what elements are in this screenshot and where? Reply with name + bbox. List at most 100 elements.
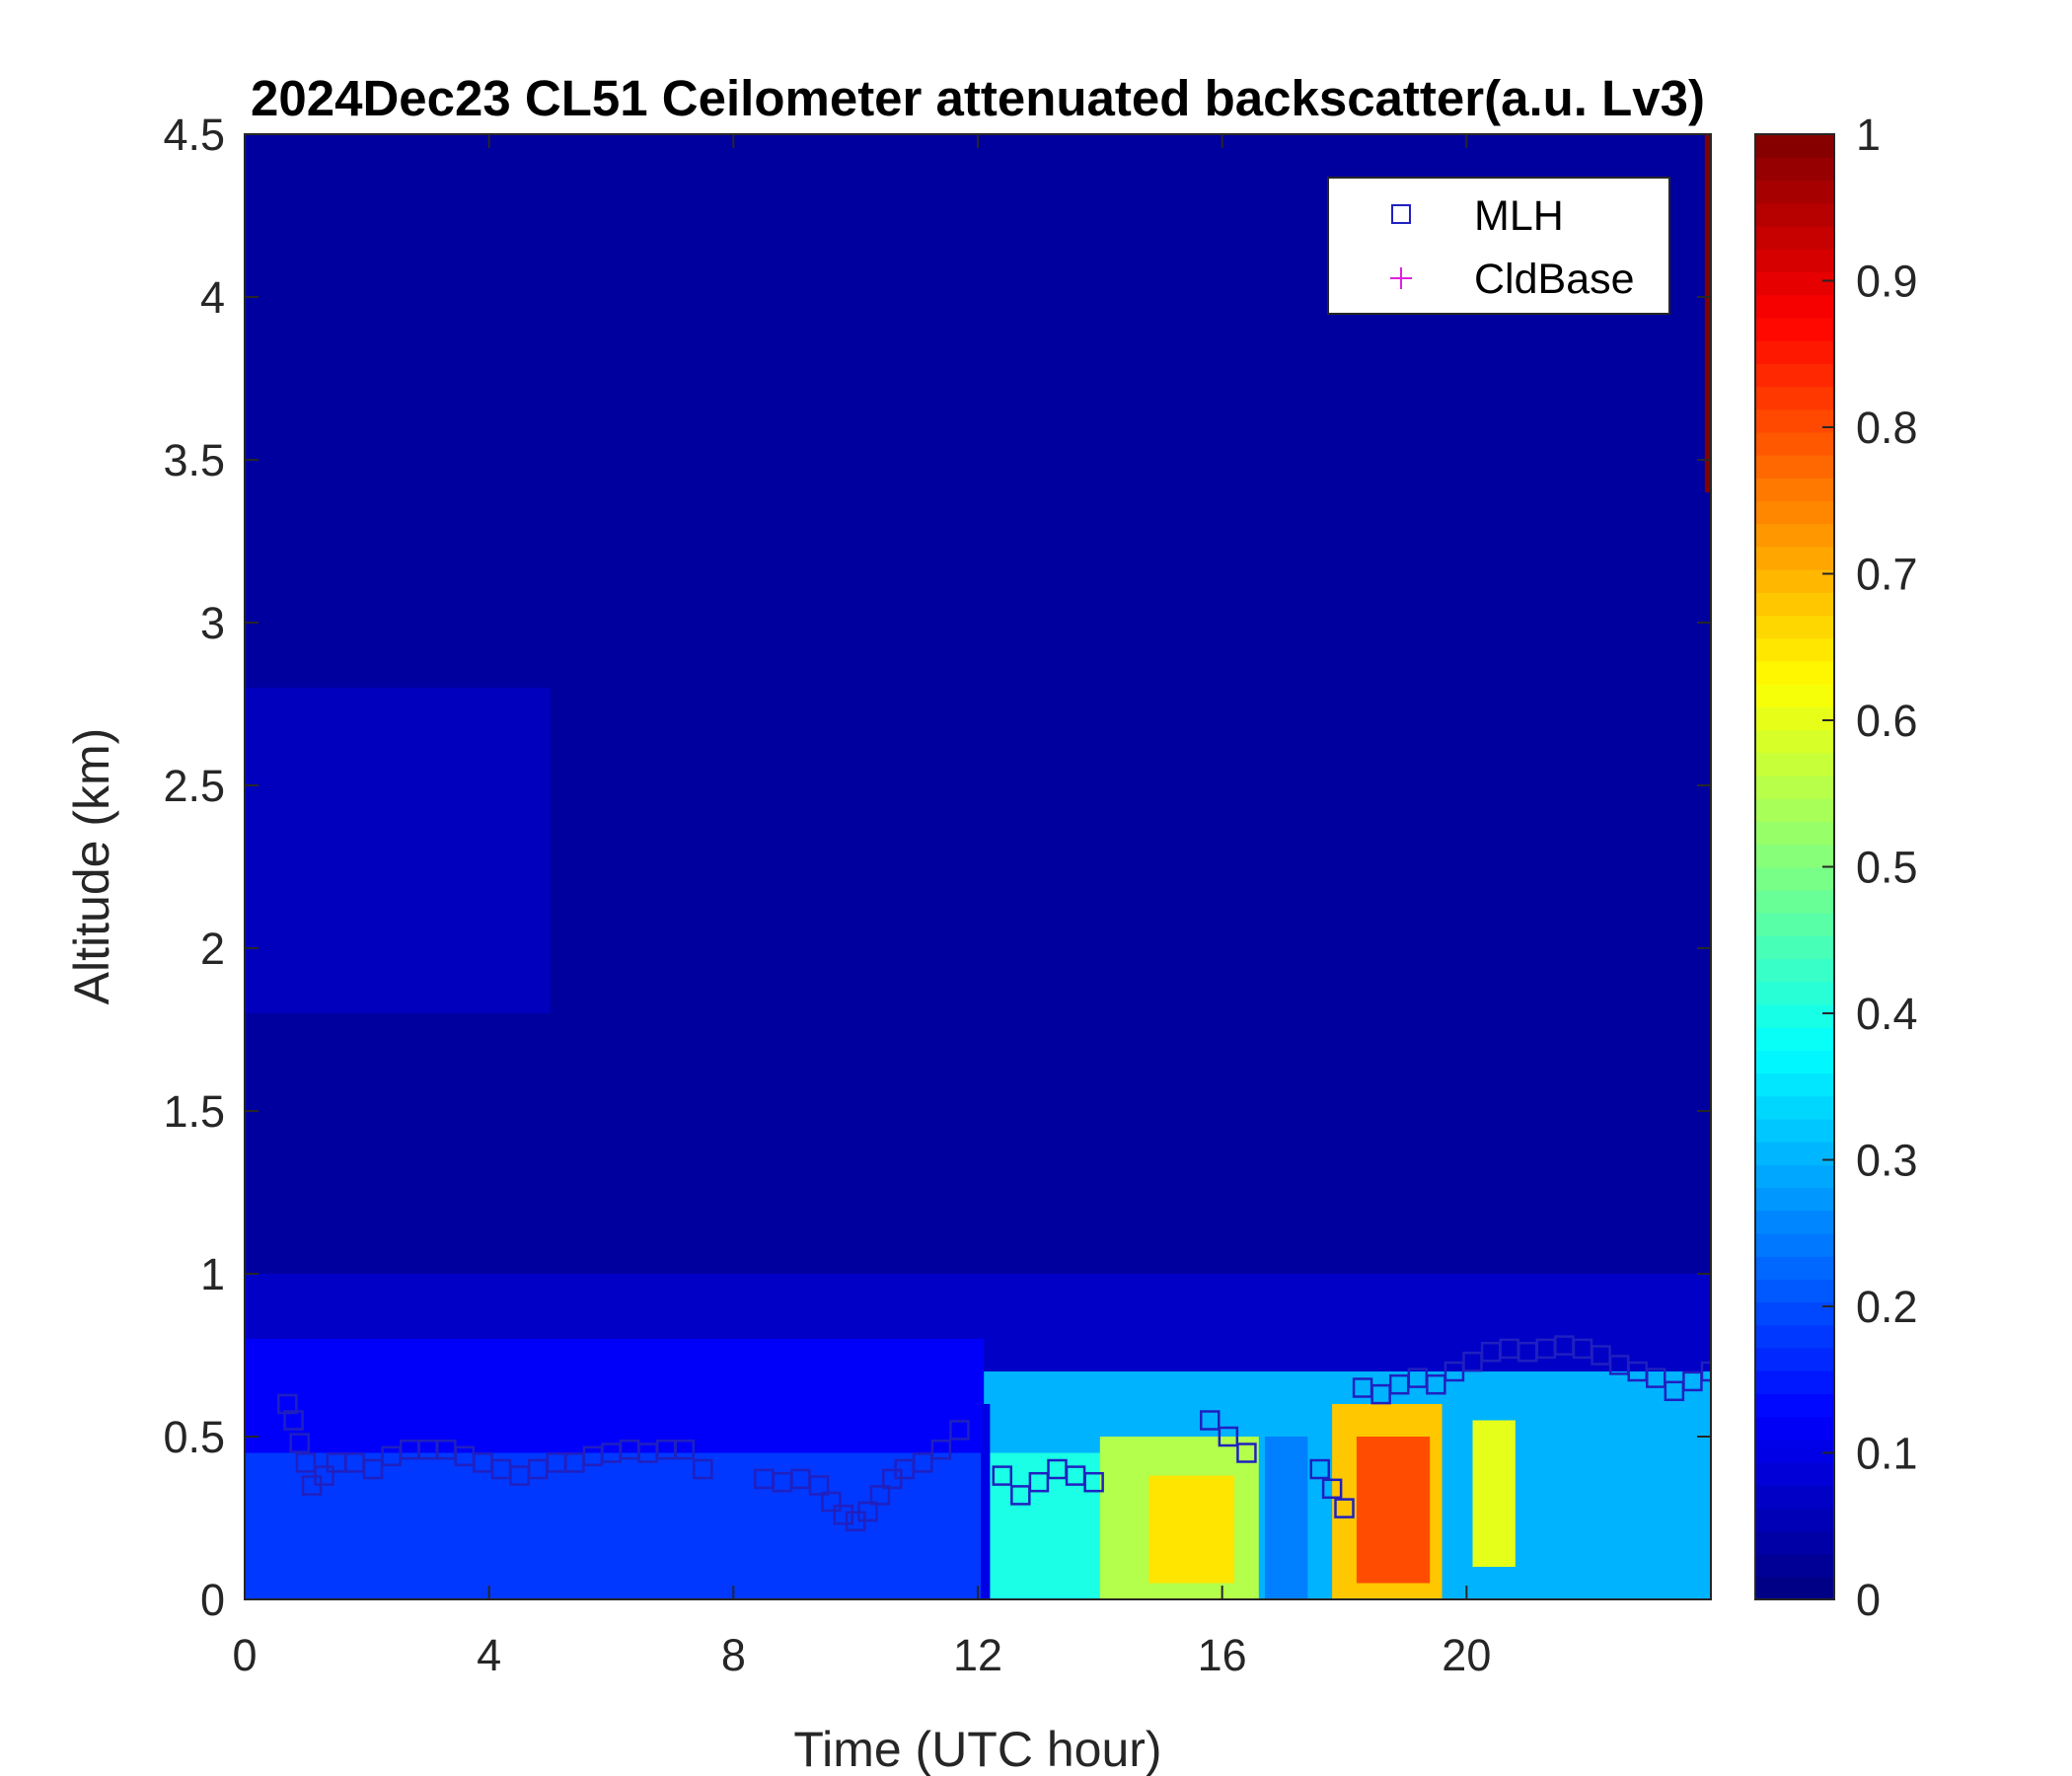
colorbar-step	[1755, 1255, 1834, 1280]
mlh-point	[992, 1465, 1013, 1486]
colorbar-step	[1755, 180, 1834, 204]
colorbar-step	[1755, 866, 1834, 891]
mlh-point	[283, 1410, 304, 1431]
colorbar-step	[1755, 615, 1834, 639]
colorbar-step	[1755, 683, 1834, 707]
colorbar-step	[1755, 797, 1834, 822]
colorbar-tick-label: 0.2	[1856, 1282, 1918, 1332]
x-axis: 0 4 8 12 16 20	[232, 134, 1491, 1680]
heatmap-cell-8	[1148, 1475, 1235, 1584]
colorbar-step	[1755, 935, 1834, 960]
mlh-point	[1083, 1471, 1104, 1493]
y-tick-label: 2.5	[163, 761, 225, 811]
colorbar-step	[1755, 1553, 1834, 1578]
mlh-point	[833, 1504, 854, 1525]
mlh-point	[821, 1491, 842, 1513]
heatmap-cell-10	[1356, 1437, 1431, 1584]
mlh-point	[913, 1452, 933, 1473]
x-tick-label: 20	[1442, 1630, 1491, 1680]
colorbar-step	[1755, 729, 1834, 754]
colorbar-step	[1755, 523, 1834, 548]
colorbar-step	[1755, 1187, 1834, 1212]
mlh-point	[857, 1501, 878, 1522]
colorbar-step	[1755, 1324, 1834, 1349]
colorbar-step	[1755, 454, 1834, 479]
colorbar-step	[1755, 592, 1834, 617]
mlh-point	[1334, 1498, 1355, 1518]
heatmap-cell-1	[245, 688, 551, 1013]
colorbar-step	[1755, 478, 1834, 502]
y-tick-label: 3.5	[163, 435, 225, 485]
colorbar-tick-label: 0.1	[1856, 1429, 1918, 1479]
colorbar-tick-label: 0.6	[1856, 696, 1918, 746]
colorbar-step	[1755, 889, 1834, 914]
mlh-point	[1646, 1368, 1666, 1388]
colorbar-step	[1755, 1141, 1834, 1165]
colorbar-step	[1755, 1118, 1834, 1143]
colorbar-step	[1755, 1484, 1834, 1509]
colorbar-step	[1755, 775, 1834, 799]
legend-mlh-label: MLH	[1474, 192, 1564, 240]
heatmap	[245, 134, 1711, 1599]
mlh-point	[362, 1458, 384, 1480]
mlh-point	[1700, 1361, 1711, 1382]
y-tick-label: 0	[200, 1575, 225, 1625]
colorbar-tick-label: 0.3	[1856, 1136, 1918, 1186]
heatmap-cell-11	[1472, 1420, 1516, 1567]
mlh-point	[1236, 1443, 1257, 1463]
colorbar-step	[1755, 1003, 1834, 1028]
colorbar-step	[1755, 546, 1834, 570]
colorbar-step	[1755, 752, 1834, 777]
mlh-point	[1010, 1485, 1031, 1506]
colorbar-step	[1755, 1369, 1834, 1394]
colorbar-step	[1755, 660, 1834, 685]
y-axis: 0 0.5 1 1.5 2 2.5 3 3.5 4 4.5	[163, 110, 1711, 1625]
y-tick-label: 1	[200, 1249, 225, 1299]
legend: MLH CldBase	[1327, 177, 1670, 315]
colorbar-step	[1755, 637, 1834, 662]
colorbar-step	[1755, 1164, 1834, 1189]
mlh-point	[1309, 1458, 1330, 1480]
colorbar-step	[1755, 134, 1834, 159]
x-tick-label: 8	[721, 1630, 746, 1680]
colorbar-step	[1755, 1279, 1834, 1303]
mlh-point	[949, 1420, 970, 1441]
mlh-point	[1200, 1410, 1221, 1431]
colorbar-step	[1755, 1232, 1834, 1257]
mlh-point	[289, 1433, 310, 1453]
colorbar-step	[1755, 317, 1834, 341]
colorbar-step	[1755, 568, 1834, 593]
heatmap-cell-13	[1265, 1437, 1308, 1599]
mlh-point	[1321, 1478, 1343, 1500]
mlh-series	[277, 1335, 1711, 1532]
y-tick-label: 0.5	[163, 1412, 225, 1462]
colorbar-step	[1755, 1393, 1834, 1418]
mlh-point	[1426, 1373, 1446, 1395]
colorbar-step	[1755, 821, 1834, 846]
mlh-point	[314, 1465, 334, 1486]
colorbar-step	[1755, 1508, 1834, 1532]
colorbar-step	[1755, 958, 1834, 983]
colorbar-step	[1755, 1301, 1834, 1326]
colorbar-step	[1755, 1416, 1834, 1441]
colorbar-tick-label: 0.8	[1856, 403, 1918, 453]
x-tick-label: 0	[232, 1630, 257, 1680]
mlh-point	[869, 1485, 891, 1506]
colorbar-step	[1755, 1073, 1834, 1097]
mlh-point	[808, 1475, 830, 1496]
heatmap-cell-4	[245, 1452, 985, 1599]
colorbar-step	[1755, 271, 1834, 296]
colorbar-tick-label: 0	[1856, 1575, 1881, 1625]
y-axis-label: Altitude (km)	[64, 728, 119, 1005]
colorbar-step	[1755, 1576, 1834, 1600]
x-axis-label: Time (UTC hour)	[793, 1722, 1161, 1776]
colorbar-step	[1755, 202, 1834, 227]
colorbar-step	[1755, 157, 1834, 182]
x-tick-label: 12	[953, 1630, 1002, 1680]
y-tick-label: 2	[200, 924, 225, 974]
colorbar-step	[1755, 1461, 1834, 1486]
y-tick-label: 1.5	[163, 1086, 225, 1137]
x-tick-label: 16	[1198, 1630, 1247, 1680]
colorbar-step	[1755, 1347, 1834, 1371]
